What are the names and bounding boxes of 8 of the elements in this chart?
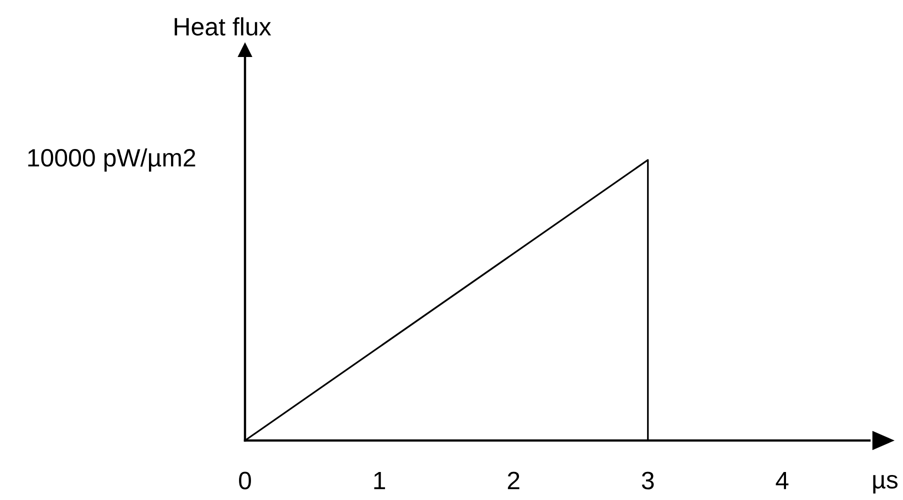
text: 10000 pW/µm2 (28, 148, 196, 172)
x-tick-label: 2 (508, 472, 520, 490)
x-tick-label: 3 (642, 472, 654, 490)
x-tick-label: 0 (239, 472, 251, 490)
x-tick-label: 1 (374, 472, 386, 490)
y-axis-title: Heat flux (174, 17, 272, 36)
x-tick-label: 4 (776, 472, 788, 490)
x-axis-title: µs (873, 474, 898, 494)
